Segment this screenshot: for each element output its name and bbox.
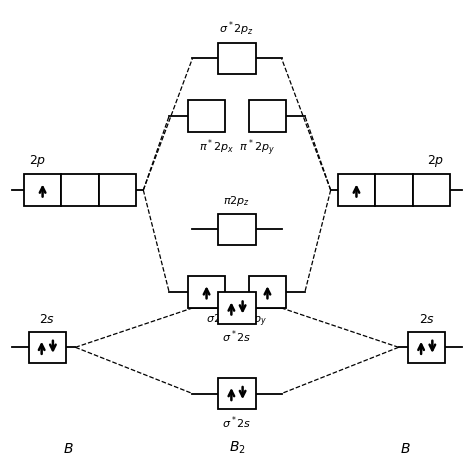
Text: $\pi^*2p_x\ \ \pi^*2p_y$: $\pi^*2p_x\ \ \pi^*2p_y$ [199, 137, 275, 158]
Bar [24, 175, 61, 206]
Text: $2p$: $2p$ [428, 153, 445, 169]
Bar [188, 100, 225, 132]
Text: $2s$: $2s$ [419, 314, 435, 327]
Bar [249, 276, 286, 307]
Bar [337, 175, 375, 206]
Text: B: B [64, 442, 73, 456]
Bar [188, 276, 225, 307]
Text: $\sigma^*2s$: $\sigma^*2s$ [222, 414, 252, 431]
Text: $\sigma^*2p_z$: $\sigma^*2p_z$ [219, 19, 255, 38]
Bar [249, 100, 286, 132]
Text: $\sigma 2p_x\ \ \sigma 2p_y$: $\sigma 2p_x\ \ \sigma 2p_y$ [206, 313, 268, 329]
Text: $2p$: $2p$ [29, 153, 46, 169]
Bar [408, 331, 446, 363]
Bar [28, 331, 66, 363]
Text: B$_2$: B$_2$ [228, 439, 246, 456]
Text: $\pi 2p_z$: $\pi 2p_z$ [223, 194, 251, 208]
Bar [375, 175, 413, 206]
Text: B: B [401, 442, 410, 456]
Bar [218, 292, 256, 324]
Bar [99, 175, 137, 206]
Text: $\sigma^*2s$: $\sigma^*2s$ [222, 329, 252, 345]
Bar [413, 175, 450, 206]
Bar [218, 43, 256, 74]
Text: $2s$: $2s$ [39, 314, 55, 327]
Bar [218, 214, 256, 245]
Bar [218, 378, 256, 410]
Bar [61, 175, 99, 206]
